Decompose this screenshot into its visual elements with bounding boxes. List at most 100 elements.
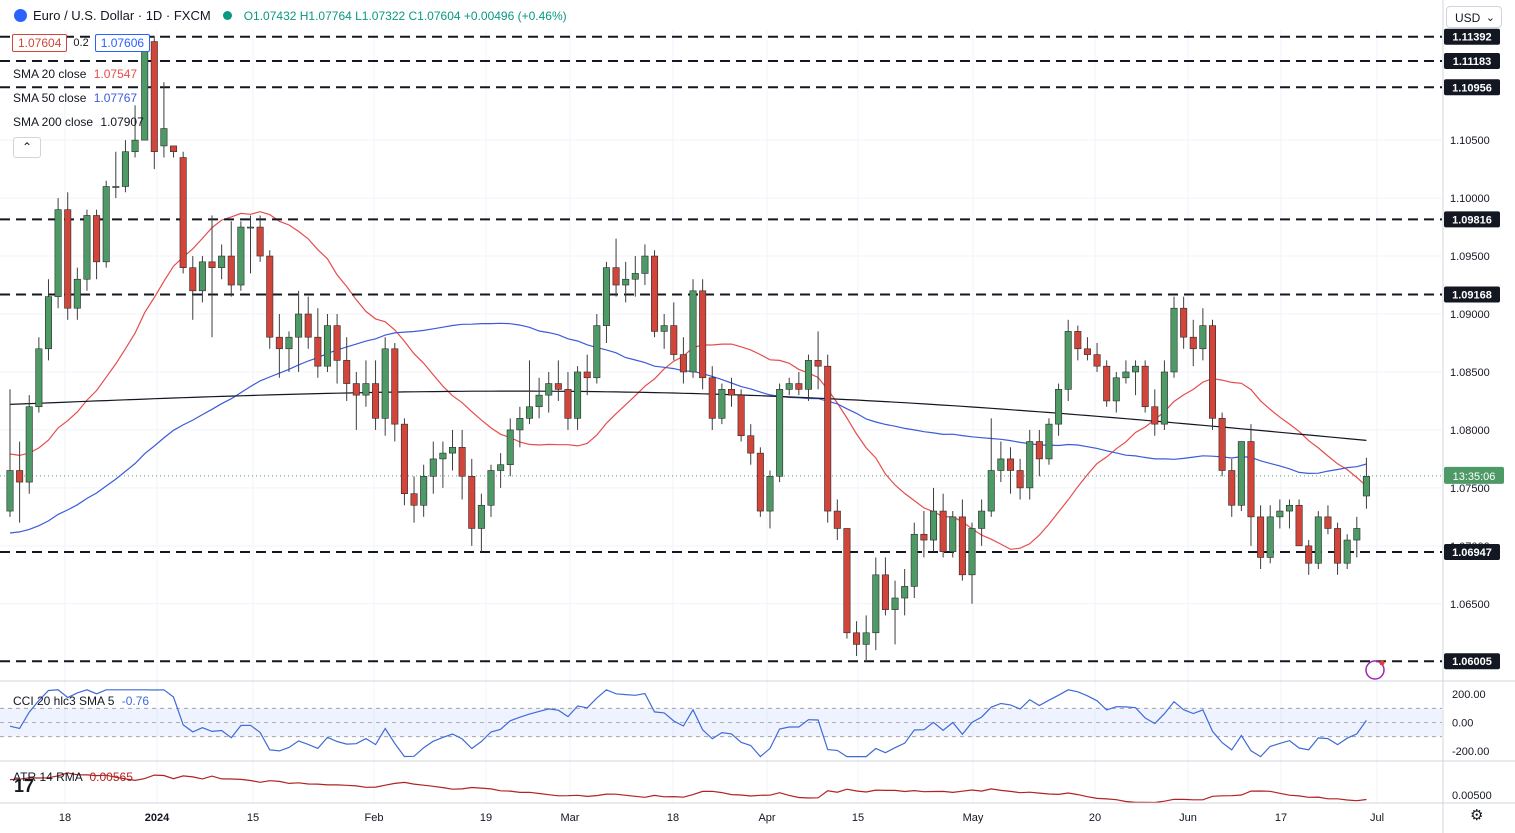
candle-body [1295, 504, 1303, 547]
candle-body [1343, 539, 1351, 564]
level-price-label: 1.06947 [1452, 547, 1492, 559]
time-tick-label: 19 [480, 812, 492, 824]
candle-body [737, 394, 745, 437]
currency-value: USD [1455, 11, 1481, 25]
time-tick-label: 15 [247, 812, 259, 824]
cci-tick-label: 200.00 [1452, 689, 1486, 701]
candle-body [179, 157, 187, 268]
candle-body [121, 151, 129, 187]
candle-body [227, 255, 235, 286]
cci-legend[interactable]: CCI 20 hlc3 SMA 5 -0.76 [13, 694, 149, 708]
time-tick-label: 18 [667, 812, 679, 824]
time-tick-label: Feb [365, 812, 384, 824]
time-tick-label: May [963, 812, 984, 824]
candle-body [73, 278, 81, 309]
candle-body [660, 325, 668, 332]
market-open-icon [222, 11, 232, 20]
candle-body [804, 360, 812, 390]
price-tick-label: 1.09000 [1450, 309, 1490, 321]
candle-body [343, 360, 351, 384]
legend-sma20[interactable]: SMA 20 close 1.07547 [13, 67, 137, 81]
candle-body [160, 128, 168, 147]
candle-body [1266, 516, 1274, 558]
candle-body [689, 290, 697, 373]
sma50-line [9, 322, 1367, 534]
candle-body [1074, 331, 1082, 350]
candle-body [1314, 516, 1322, 564]
candle-body [583, 371, 591, 379]
level-price-tag [1444, 211, 1500, 228]
candle-body [920, 533, 928, 541]
candle-body [679, 354, 687, 373]
price-tick-label: 1.08000 [1450, 425, 1490, 437]
candle-body [372, 383, 380, 419]
cci-tick-label: -200.00 [1452, 746, 1489, 758]
candle-body [1218, 418, 1226, 471]
candle-body [930, 510, 938, 541]
candle-body [1228, 470, 1236, 506]
candle-body [958, 516, 966, 576]
level-price-tag [1444, 286, 1500, 303]
candle-body [1103, 365, 1111, 402]
candle-body [1160, 371, 1168, 425]
candle-body [256, 226, 264, 257]
level-price-tag [1444, 28, 1500, 45]
candle-body [814, 360, 822, 367]
level-price-tag [1444, 653, 1500, 670]
candle-body [785, 383, 793, 390]
legend-sma50[interactable]: SMA 50 close 1.07767 [13, 91, 137, 105]
candle-body [64, 209, 72, 309]
symbol-title[interactable]: Euro / U.S. Dollar · 1D · FXCM [33, 8, 211, 23]
candle-body [208, 261, 216, 268]
time-tick-label: 18 [59, 812, 71, 824]
candle-body [429, 458, 437, 477]
sma200-line [9, 390, 1367, 441]
sma20-label: SMA 20 close [13, 67, 87, 81]
candle-body [400, 423, 408, 494]
sell-price-button[interactable]: 1.07604 [12, 34, 68, 52]
bid-ask-bar: 1.07604 0.2 1.07606 [12, 34, 151, 52]
candle-body [1276, 510, 1284, 518]
buy-price-button[interactable]: 1.07606 [94, 34, 151, 52]
candle-body [574, 371, 582, 419]
candle-body [708, 377, 716, 419]
candle-body [987, 470, 995, 512]
candle-body [968, 528, 976, 576]
candle-body [506, 429, 514, 466]
candle-body [266, 255, 274, 338]
candle-body [795, 383, 803, 390]
candle-body [333, 325, 341, 361]
candle-body [477, 504, 485, 529]
candle-body [198, 261, 206, 292]
candle-body [516, 418, 524, 431]
candle-body [314, 336, 322, 367]
candle-body [727, 389, 735, 396]
candle-body [1334, 528, 1342, 564]
level-price-label: 1.10956 [1452, 82, 1492, 94]
time-tick-label: 17 [1275, 812, 1287, 824]
time-tick-label: Apr [758, 812, 775, 824]
candle-body [1035, 441, 1043, 460]
currency-selector[interactable]: USD ⌄ [1446, 6, 1502, 28]
legend-sma200[interactable]: SMA 200 close 1.07907 [13, 115, 144, 129]
candle-body [362, 383, 370, 396]
collapse-legend-button[interactable]: ⌃ [13, 137, 41, 158]
candle-body [352, 383, 360, 396]
settings-gear-icon[interactable]: ⚙ [1470, 807, 1484, 824]
candle-body [1045, 423, 1053, 460]
candle-body [843, 528, 851, 634]
candle-body [631, 273, 639, 280]
candle-body [699, 290, 707, 379]
candle-body [487, 470, 495, 506]
atr-legend[interactable]: ATR 14 RMA 0.00565 [13, 770, 133, 784]
candle-body [612, 267, 620, 286]
time-tick-label: 15 [852, 812, 864, 824]
candle-body [1199, 325, 1207, 350]
candle-body [1132, 365, 1140, 373]
price-tick-label: 1.09500 [1450, 251, 1490, 263]
level-price-label: 1.11392 [1452, 32, 1491, 44]
candle-body [1353, 528, 1361, 541]
candle-body [497, 464, 505, 471]
atr-tick-label: 0.00500 [1452, 790, 1492, 802]
